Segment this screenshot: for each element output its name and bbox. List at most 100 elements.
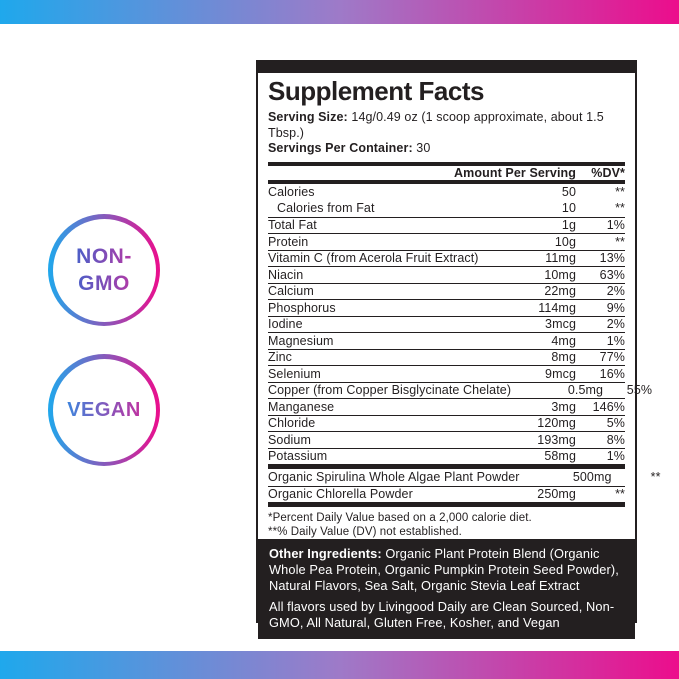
table-row: Niacin 10mg 63% xyxy=(268,266,625,283)
table-row: Chloride 120mg 5% xyxy=(268,414,625,432)
row-dv: 1% xyxy=(606,218,625,233)
non-gmo-line-1: NON- xyxy=(76,244,132,268)
table-row: Vitamin C (from Acerola Fruit Extract) 11… xyxy=(268,249,625,267)
nutrient-table: Calories 50 ** Calories from Fat 10 ** Total F… xyxy=(268,184,652,465)
row-name: Protein xyxy=(268,234,309,249)
table-row: Calories from Fat 10 ** xyxy=(268,200,625,217)
divider-thick xyxy=(268,464,625,469)
row-name: Magnesium xyxy=(268,333,334,348)
row-dv: ** xyxy=(650,470,661,485)
row-name: Calcium xyxy=(268,284,314,299)
servings-label: Servings Per Container: xyxy=(268,141,413,155)
dv-column-header: %DV* xyxy=(591,165,625,180)
row-amount: 193mg xyxy=(537,432,576,447)
other-ingredients-text: Organic Plant Protein Blend (Organic Who… xyxy=(269,546,619,593)
non-gmo-badge: NON- GMO xyxy=(48,214,160,326)
table-row: Potassium 58mg 1% xyxy=(268,447,625,465)
row-dv: 1% xyxy=(606,449,625,464)
row-name: Potassium xyxy=(268,449,328,464)
footnote-not-established: **% Daily Value (DV) not established. xyxy=(268,525,462,538)
row-name: Chloride xyxy=(268,416,316,431)
row-amount: 11mg xyxy=(545,251,576,266)
panel-top-bar xyxy=(258,62,635,73)
divider-thick xyxy=(268,161,625,166)
table-row: Zinc 8mg 77% xyxy=(268,348,625,366)
row-dv: 63% xyxy=(599,267,625,282)
row-amount: 9mcg xyxy=(545,366,576,381)
row-name: Phosphorus xyxy=(268,300,336,315)
servings-value: 30 xyxy=(416,141,431,155)
footnotes: *Percent Daily Value based on a 2,000 ca… xyxy=(268,512,625,539)
row-dv: 8% xyxy=(606,432,625,447)
row-name: Calories from Fat xyxy=(277,201,375,216)
serving-size-value: 14g/0.49 oz (1 scoop approximate, about … xyxy=(268,110,604,140)
non-gmo-line-2: GMO xyxy=(78,272,130,295)
table-row: Copper (from Copper Bisglycinate Chelate… xyxy=(268,381,652,399)
table-row: Organic Spirulina Whole Algae Plant Powd… xyxy=(268,469,660,486)
row-amount: 3mg xyxy=(551,399,576,414)
table-row: Magnesium 4mg 1% xyxy=(268,332,625,349)
row-name: Sodium xyxy=(268,432,311,447)
row-dv: 2% xyxy=(606,317,625,332)
non-gmo-badge-text: NON- GMO xyxy=(76,243,132,298)
other-ingredients-label: Other Ingredients: xyxy=(269,546,382,561)
row-amount: 10 xyxy=(561,201,576,216)
panel-title: Supplement Facts xyxy=(268,76,484,106)
table-row: Selenium 9mcg 16% xyxy=(268,365,625,382)
row-dv: ** xyxy=(615,201,625,216)
row-dv: 9% xyxy=(606,300,625,315)
row-amount: 250mg xyxy=(537,487,576,502)
row-dv: ** xyxy=(615,487,625,502)
row-amount: 114mg xyxy=(538,300,576,315)
table-row: Organic Chlorella Powder 250mg ** xyxy=(268,485,625,503)
row-dv: 2% xyxy=(606,284,625,299)
row-name: Iodine xyxy=(268,317,303,332)
column-header-row: Amount Per Serving %DV* xyxy=(268,166,625,180)
row-name: Organic Chlorella Powder xyxy=(268,487,413,502)
row-amount: 10g xyxy=(554,234,576,249)
flavors-paragraph: All flavors used by Livingood Daily are … xyxy=(269,599,615,631)
row-amount: 4mg xyxy=(551,333,576,348)
row-dv: ** xyxy=(615,234,625,249)
row-amount: 58mg xyxy=(544,449,576,464)
table-row: Calories 50 ** xyxy=(268,184,625,201)
top-gradient-border xyxy=(0,0,679,24)
row-amount: 3mcg xyxy=(545,317,576,332)
vegan-line-1: VEGAN xyxy=(67,399,141,421)
divider-thick xyxy=(268,179,625,184)
other-ingredients-paragraph: Other Ingredients: Organic Plant Protein… xyxy=(269,546,624,593)
row-name: Total Fat xyxy=(268,218,317,233)
other-ingredients-box: Other Ingredients: Organic Plant Protein… xyxy=(258,539,635,639)
row-name: Copper (from Copper Bisglycinate Chelate… xyxy=(268,383,512,398)
vegan-badge: VEGAN xyxy=(48,354,160,466)
row-name: Vitamin C (from Acerola Fruit Extract) xyxy=(268,251,479,266)
bottom-gradient-border xyxy=(0,651,679,679)
row-amount: 10mg xyxy=(544,267,576,282)
row-name: Organic Spirulina Whole Algae Plant Powd… xyxy=(268,470,520,485)
row-name: Zinc xyxy=(268,350,293,365)
servings-per-container-line: Servings Per Container: 30 xyxy=(268,141,625,157)
table-row: Sodium 193mg 8% xyxy=(268,431,625,448)
table-row: Calcium 22mg 2% xyxy=(268,282,625,300)
row-name: Selenium xyxy=(268,366,321,381)
row-dv: 5% xyxy=(606,416,625,431)
row-amount: 8mg xyxy=(551,350,576,365)
table-row: Manganese 3mg 146% xyxy=(268,398,625,415)
vegan-badge-text: VEGAN xyxy=(67,397,141,423)
serving-size-label: Serving Size: xyxy=(268,110,348,124)
row-name: Niacin xyxy=(268,267,304,282)
serving-size-line: Serving Size: 14g/0.49 oz (1 scoop appro… xyxy=(268,110,625,141)
row-dv: ** xyxy=(615,184,625,199)
table-row: Phosphorus 114mg 9% xyxy=(268,299,625,316)
amount-column-header: Amount Per Serving xyxy=(454,165,576,180)
row-dv: 146% xyxy=(592,399,625,414)
divider-thick xyxy=(268,502,625,507)
row-amount: 1g xyxy=(561,218,576,233)
table-row: Protein 10g ** xyxy=(268,233,625,250)
row-amount: 500mg xyxy=(572,470,612,485)
table-row: Iodine 3mcg 2% xyxy=(268,315,625,333)
row-dv: 1% xyxy=(606,333,625,348)
row-amount: 22mg xyxy=(544,284,576,299)
row-amount: 50 xyxy=(561,184,576,199)
